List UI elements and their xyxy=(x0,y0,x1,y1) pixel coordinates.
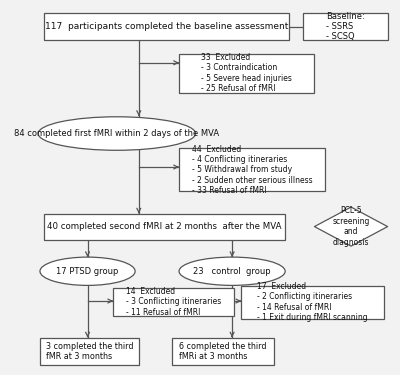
Text: 3 completed the third
fMR at 3 months: 3 completed the third fMR at 3 months xyxy=(46,342,133,361)
Polygon shape xyxy=(314,207,388,246)
Text: 117  participants completed the baseline assessment: 117 participants completed the baseline … xyxy=(44,22,288,31)
FancyBboxPatch shape xyxy=(44,12,289,40)
Text: 40 completed second fMRI at 2 months  after the MVA: 40 completed second fMRI at 2 months aft… xyxy=(47,222,282,231)
FancyBboxPatch shape xyxy=(113,288,234,316)
Ellipse shape xyxy=(40,257,135,285)
Text: 84 completed first fMRI within 2 days of the MVA: 84 completed first fMRI within 2 days of… xyxy=(14,129,219,138)
FancyBboxPatch shape xyxy=(172,338,274,365)
FancyBboxPatch shape xyxy=(179,54,314,93)
Ellipse shape xyxy=(179,257,285,285)
FancyBboxPatch shape xyxy=(304,12,388,40)
FancyBboxPatch shape xyxy=(40,338,139,365)
FancyBboxPatch shape xyxy=(179,148,326,191)
Ellipse shape xyxy=(38,117,196,150)
FancyBboxPatch shape xyxy=(44,213,285,240)
Text: 23   control  group: 23 control group xyxy=(193,267,271,276)
Text: PCL-5
screening
and
diagnosis: PCL-5 screening and diagnosis xyxy=(332,207,370,247)
Text: Baseline:
- SSRS
- SCSQ: Baseline: - SSRS - SCSQ xyxy=(326,12,365,41)
FancyBboxPatch shape xyxy=(241,286,384,318)
Text: 33  Excluded
- 3 Contraindication
- 5 Severe head injuries
- 25 Refusal of fMRI: 33 Excluded - 3 Contraindication - 5 Sev… xyxy=(201,53,292,93)
Text: 6 completed the third
fMRi at 3 months: 6 completed the third fMRi at 3 months xyxy=(179,342,267,361)
Text: 14  Excluded
- 3 Conflicting itineraries
- 11 Refusal of fMRI: 14 Excluded - 3 Conflicting itineraries … xyxy=(126,287,221,317)
Text: 17 PTSD group: 17 PTSD group xyxy=(56,267,119,276)
Text: 17  Excluded
- 2 Conflicting itineraries
- 14 Refusal of fMRI
- 1 Exit during fM: 17 Excluded - 2 Conflicting itineraries … xyxy=(257,282,368,322)
Text: 44  Excluded
- 4 Conflicting itineraries
- 5 Withdrawal from study
- 2 Sudden ot: 44 Excluded - 4 Conflicting itineraries … xyxy=(192,144,312,195)
